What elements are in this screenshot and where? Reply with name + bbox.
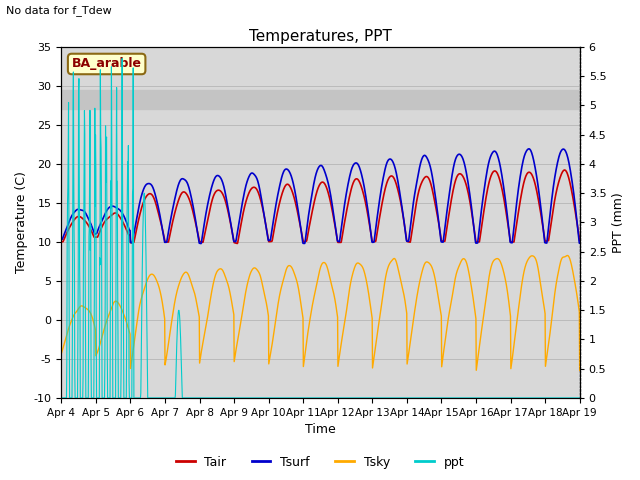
Title: Temperatures, PPT: Temperatures, PPT xyxy=(249,29,392,44)
Y-axis label: Temperature (C): Temperature (C) xyxy=(15,171,28,274)
Text: No data for f_Tdew: No data for f_Tdew xyxy=(6,5,112,16)
Legend: Tair, Tsurf, Tsky, ppt: Tair, Tsurf, Tsky, ppt xyxy=(171,451,469,474)
Text: BA_arable: BA_arable xyxy=(72,58,141,71)
Bar xyxy=(61,90,580,109)
Y-axis label: PPT (mm): PPT (mm) xyxy=(612,192,625,253)
X-axis label: Time: Time xyxy=(305,423,336,436)
